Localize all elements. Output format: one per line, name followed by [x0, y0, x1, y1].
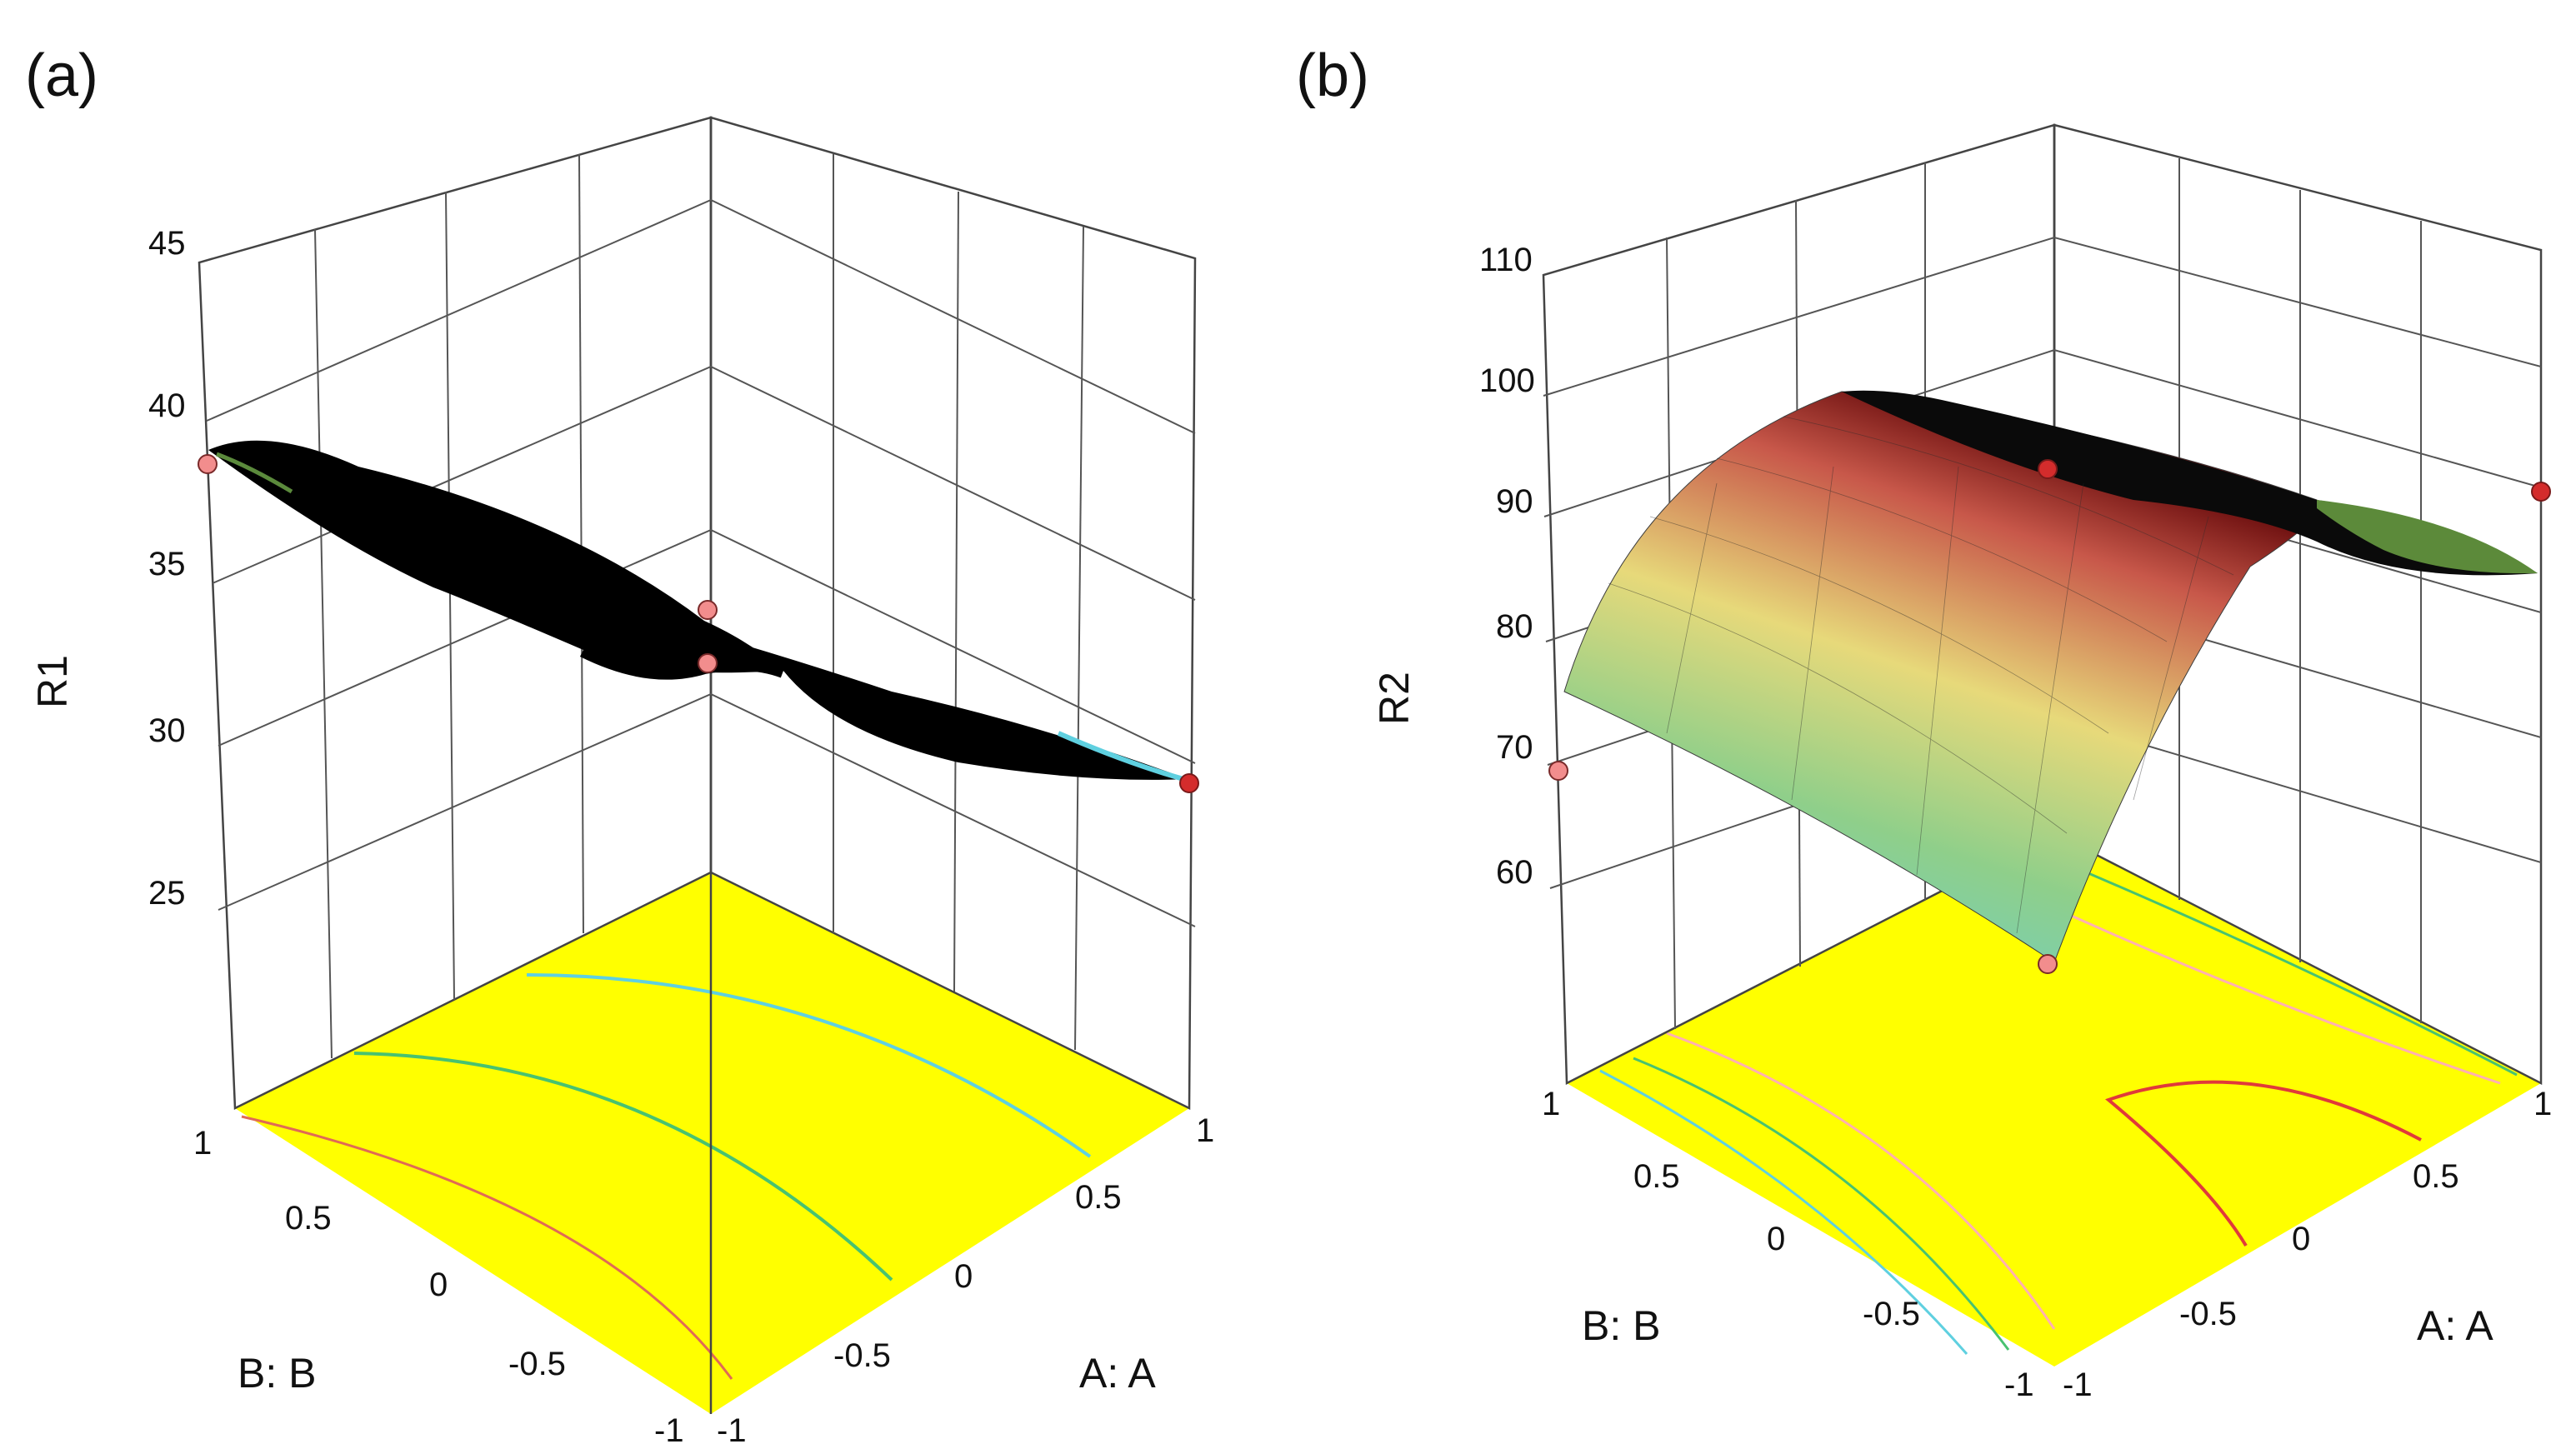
panel-b-contour-light — [1666, 1032, 2056, 1330]
panel-b-blabel: B: B — [1582, 1302, 1660, 1349]
panel-b-surface-right — [2317, 500, 2538, 574]
panel-a-surface-green-edge — [216, 452, 293, 494]
panel-a-btick: 0 — [429, 1267, 448, 1303]
panel-a-atick: -1 — [717, 1412, 747, 1449]
panel-a-vgrid — [1074, 226, 1084, 1051]
panel-b-btick: 0.5 — [1633, 1158, 1680, 1195]
panel-b-point — [2531, 482, 2551, 502]
panel-a-alabel: A: A — [1079, 1350, 1156, 1397]
panel-b-ztick: 110 — [1479, 242, 1533, 278]
panel-a-grid-25 — [218, 692, 1196, 927]
panel-a-floor-contours — [241, 973, 1092, 1380]
panel-a-btick: 1 — [193, 1125, 212, 1162]
panel-b-ztick: 60 — [1496, 854, 1533, 891]
panel-a-atick: -0.5 — [833, 1337, 891, 1374]
panel-a-ztick: 45 — [148, 225, 186, 262]
panel-a-atick: 0.5 — [1075, 1179, 1122, 1216]
panel-a-vgrid — [953, 191, 959, 992]
panel-b-atick: -0.5 — [2179, 1296, 2237, 1332]
panel-a-point — [198, 454, 218, 474]
panel-a-contour-cyan — [526, 973, 1092, 1158]
panel-b-floor-contours — [1599, 848, 2518, 1355]
panel-a-vgrid — [314, 228, 333, 1059]
panel-a-walls — [198, 116, 1197, 1414]
panel-a-btick: 0.5 — [285, 1200, 332, 1237]
panel-a-ztick: 30 — [148, 712, 186, 749]
panel-a-zlabel: R1 — [29, 655, 76, 708]
panel-a-grid-40 — [206, 198, 1196, 434]
panel-b-zlabel: R2 — [1371, 672, 1418, 725]
panel-a-btick: -1 — [654, 1412, 684, 1449]
panel-a-gridlines — [206, 153, 1196, 1059]
panel-b-ztick: 70 — [1496, 729, 1533, 766]
panel-a-label: (a) — [25, 42, 98, 109]
panel-b-contour-green2 — [2033, 848, 2518, 1077]
panel-a-point — [1179, 773, 1199, 793]
panel-b-point — [2038, 954, 2058, 974]
panel-b-btick: 1 — [1542, 1086, 1560, 1122]
panel-a-blabel: B: B — [238, 1350, 316, 1397]
panel-a-atick: 0 — [954, 1258, 973, 1295]
panel-b-contour-cyan — [1599, 1069, 1968, 1355]
panel-a: (a) — [25, 42, 1214, 1449]
panel-a-atick: 1 — [1196, 1112, 1214, 1149]
panel-a-floor — [235, 872, 1189, 1414]
panel-b-point — [1548, 761, 1568, 781]
panel-a-grid-30 — [218, 528, 1196, 764]
panel-a-surface-lower — [704, 633, 1188, 780]
panel-b-btick: -1 — [2004, 1367, 2034, 1403]
panel-b-btick: 0 — [1767, 1221, 1785, 1257]
panel-a-point — [698, 653, 718, 673]
panel-b-btick: -0.5 — [1863, 1296, 1920, 1332]
panel-a-ztick: 35 — [148, 546, 186, 582]
panel-b-surface — [1563, 390, 2538, 963]
panel-a-vgrid — [445, 191, 455, 1001]
panel-b-atick: 0.5 — [2413, 1158, 2459, 1195]
panel-b-atick: 0 — [2292, 1221, 2310, 1257]
panel-a-surface-cyan-edge — [1057, 731, 1184, 782]
panel-a-contour-green — [353, 1052, 893, 1282]
panel-b-alabel: A: A — [2417, 1302, 2493, 1349]
panel-b-atick: -1 — [2063, 1367, 2093, 1403]
panel-a-vgrid — [578, 153, 584, 934]
panel-b-label: (b) — [1296, 42, 1369, 109]
panel-b-grid-100 — [1543, 236, 2542, 397]
panel-a-ztick: 25 — [148, 875, 186, 912]
panel-a-ztick: 40 — [148, 387, 186, 424]
panel-a-btick: -0.5 — [508, 1346, 566, 1382]
panel-b: (b) — [1296, 42, 2552, 1403]
panel-b-surface-mesh — [1608, 416, 2234, 934]
panel-b-atick: 1 — [2533, 1086, 2552, 1122]
panel-a-surface-upper — [208, 440, 783, 673]
panel-b-contour-green — [1633, 1057, 2010, 1351]
panel-b-ztick: 100 — [1479, 362, 1535, 399]
panel-b-point — [2038, 459, 2058, 479]
panel-b-contour-red — [2105, 1080, 2422, 1247]
panel-a-contour-red — [241, 1115, 733, 1380]
panel-b-ztick: 80 — [1496, 608, 1533, 645]
panel-b-ztick: 90 — [1496, 483, 1533, 520]
panel-a-point — [698, 600, 718, 620]
